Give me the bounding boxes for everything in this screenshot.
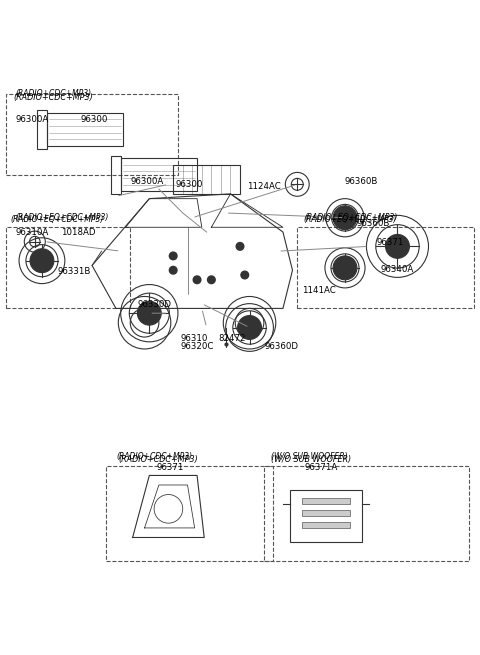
- Text: (W/O SUB WOOFER): (W/O SUB WOOFER): [271, 455, 351, 464]
- Text: (RADIO+CDC+MP3): (RADIO+CDC+MP3): [116, 452, 192, 460]
- Text: 96300: 96300: [176, 180, 203, 189]
- Text: 82472: 82472: [218, 335, 246, 343]
- Text: (RADIO+CDC+MP3): (RADIO+CDC+MP3): [13, 93, 93, 102]
- Text: 1018AD: 1018AD: [61, 227, 96, 236]
- Text: 96331B: 96331B: [58, 267, 91, 276]
- Bar: [302, 498, 350, 504]
- Circle shape: [241, 271, 249, 279]
- Circle shape: [333, 256, 357, 280]
- Bar: [47, 113, 123, 146]
- Text: 96371A: 96371A: [304, 463, 337, 472]
- Bar: [37, 110, 47, 149]
- Text: (RADIO+CDC+MP3): (RADIO+CDC+MP3): [118, 455, 198, 464]
- Text: 96360B: 96360B: [345, 178, 378, 187]
- Text: 96371: 96371: [156, 463, 184, 472]
- Text: (RADIO+CDC+MP3): (RADIO+CDC+MP3): [16, 89, 92, 98]
- Text: (RADIO+EQ+CDC+MP3): (RADIO+EQ+CDC+MP3): [10, 215, 103, 223]
- Circle shape: [169, 252, 177, 260]
- Text: 96320C: 96320C: [180, 342, 214, 350]
- Circle shape: [385, 234, 409, 258]
- Text: 96300A: 96300A: [16, 115, 49, 124]
- Text: 96371: 96371: [376, 238, 403, 247]
- Circle shape: [137, 301, 161, 325]
- Circle shape: [193, 276, 201, 284]
- Text: 96310: 96310: [180, 335, 208, 343]
- Bar: [173, 165, 240, 194]
- Text: (RADIO+EQ+CDC+MP3): (RADIO+EQ+CDC+MP3): [304, 213, 398, 222]
- Circle shape: [238, 316, 262, 339]
- Bar: [6, 227, 130, 309]
- Text: 96360B: 96360B: [357, 219, 390, 228]
- Circle shape: [169, 267, 177, 274]
- Text: 96300A: 96300A: [130, 178, 164, 187]
- Circle shape: [30, 249, 54, 272]
- Bar: [302, 522, 350, 528]
- Text: 96360D: 96360D: [265, 342, 299, 350]
- Text: 96330D: 96330D: [137, 300, 171, 309]
- Bar: [111, 156, 120, 194]
- Bar: [297, 227, 474, 309]
- Text: (RADIO+EQ+CDC+MP3): (RADIO+EQ+CDC+MP3): [16, 213, 109, 222]
- Bar: [290, 490, 362, 542]
- Bar: [264, 466, 469, 561]
- Circle shape: [236, 242, 244, 250]
- Text: 96310A: 96310A: [16, 227, 49, 236]
- Circle shape: [207, 276, 215, 284]
- Bar: [107, 466, 274, 561]
- Text: (W/O SUB WOOFER): (W/O SUB WOOFER): [271, 452, 348, 460]
- Text: 96300: 96300: [80, 115, 108, 124]
- Text: 96340A: 96340A: [381, 265, 414, 274]
- Circle shape: [333, 206, 357, 230]
- Bar: [120, 158, 197, 191]
- Text: 1141AC: 1141AC: [302, 286, 336, 295]
- Bar: [6, 94, 178, 175]
- Text: 1124AC: 1124AC: [247, 182, 281, 191]
- Bar: [302, 510, 350, 516]
- Text: (RADIO+EQ+CDC+MP3): (RADIO+EQ+CDC+MP3): [303, 215, 396, 223]
